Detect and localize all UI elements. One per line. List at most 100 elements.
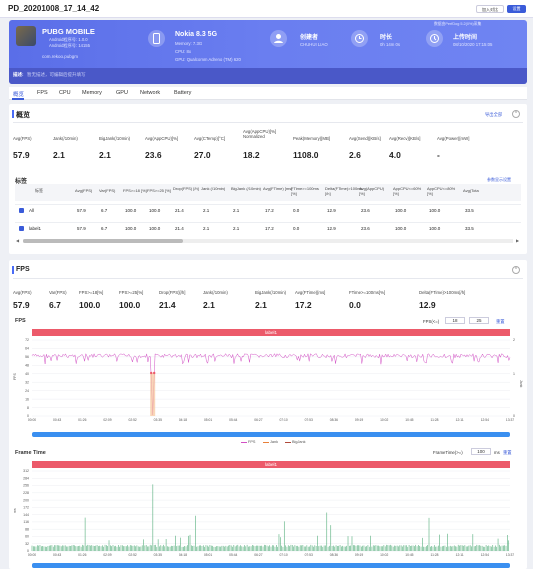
tab-memory[interactable]: Memory [82,90,102,96]
x-tick-label: 09:19 [355,553,363,557]
table-scroll-thumb[interactable] [23,239,183,243]
scroll-left-icon[interactable]: ◀ [16,238,20,243]
tab-gpu[interactable]: GPU [116,90,128,96]
y-tick-label: 144 [23,513,29,517]
x-tick-label: 13:37 [506,418,514,422]
legend-swatch [241,441,247,443]
y-tick-label: 8 [27,406,29,410]
section-marker [12,266,14,274]
scroll-right-icon[interactable]: ▶ [516,238,520,243]
x-tick-label: 12:11 [456,418,464,422]
y-tick-label: 200 [23,498,29,502]
fps-metric-label: Jank(/10min) [203,290,228,295]
device-cpu: CPU: 8x [175,49,191,54]
fps-metric-label: Delta(FTime)>100ms[/h] [419,290,466,295]
table-scrollbar[interactable] [23,239,513,243]
y-tick-label: 256 [23,484,29,488]
export-all-link[interactable]: 导出全部 [485,112,503,117]
fps-metric-label: FPS>=18[%] [79,290,104,295]
y-tick-label: 24 [25,389,29,393]
device-gpu: GPU: Qualcomm Adreno (TM) 620 [175,57,241,62]
frametime-chart: 312 284 256 228 200 172 144 116 88 60 32 0 ms 00:00 00… [13,469,514,557]
legend-swatch [263,441,269,443]
legend-swatch [285,441,291,443]
row-checkbox[interactable] [19,226,24,231]
device-memory: Memory: 7.3G [175,41,203,46]
legend-item[interactable]: Jank [263,440,278,444]
x-tick-label: 08:36 [330,553,338,557]
collapse-icon[interactable]: ⌃ [512,266,520,274]
fps-label-bar[interactable]: label1 [32,329,510,336]
y-right-tick-label: 2 [513,338,515,342]
table-cell: 12.9 [327,208,336,213]
fps-timeline-scroller[interactable] [32,432,510,437]
y-right-axis-title: Jank [519,380,523,388]
x-tick-label: 10:45 [405,553,413,557]
fps-filter-input-b[interactable]: 25 [469,317,489,324]
frametime-timeline-scroller[interactable] [32,563,510,568]
metric-label: Avg(AppCPU)[%] [145,136,179,141]
row-checkbox[interactable] [19,208,24,213]
tab-cpu[interactable]: CPU [59,90,71,96]
legend-item[interactable]: FPS [241,440,255,444]
user-icon [270,30,287,47]
page-title: PD_20201008_17_14_42 [8,4,100,13]
app-version: Android程序号: 1.0.0 [49,37,88,42]
frametime-unit: ms [494,450,500,455]
metric-value: 57.9 [13,150,30,160]
table-cell: 0.0 [293,208,300,213]
divider [13,122,523,123]
legend-item[interactable]: BigJank [285,440,306,444]
fps-series-line [31,352,511,415]
tab-overview[interactable]: 概览 [13,92,25,98]
table-cell: 33.5 [465,226,474,231]
history-icon [426,30,443,47]
x-tick-label: 12:54 [481,553,489,557]
table-cell: 100.0 [429,226,441,231]
fps-reset-link[interactable]: 重置 [496,319,505,324]
y-tick-label: 0 [27,549,29,553]
table-cell: 100.0 [395,208,407,213]
row-divider [15,222,521,223]
fps-metric-label: Drop(FPS)[/h] [159,290,186,295]
metric-value: 18.2 [243,150,260,160]
fps-metric-label: FTime>=100ms[%] [349,290,386,295]
remark-input[interactable]: 暂无描述，可编辑后提升填写 [27,72,86,77]
collapse-icon[interactable]: ⌃ [512,110,520,118]
fps-filter-input-a[interactable]: 18 [445,317,465,324]
duration-value: 0h 14m 0s [380,42,401,47]
metric-value: 2.6 [349,150,361,160]
legend-label: BigJank [292,440,306,444]
x-tick-label: 00:00 [28,553,36,557]
fps-metric-value: 57.9 [13,300,30,310]
x-tick-label: 01:26 [78,418,86,422]
settings-button[interactable]: 设置 [507,5,526,13]
tab-battery[interactable]: Battery [174,90,192,96]
frametime-label-bar[interactable]: label1 [32,461,510,468]
fps-metric-value: 12.9 [419,300,436,310]
creator-value: CHUHUI LIAO [300,42,328,47]
metric-label: Avg(AppCPU)[%] Normalized [243,129,277,139]
remark-bar: 描述: 暂无描述，可编辑后提升填写 [9,68,527,84]
tab-network[interactable]: Network [140,90,161,96]
param-settings-link[interactable]: 参数显示设置 [487,177,511,182]
x-tick-label: 12:54 [481,418,489,422]
y-tick-label: 228 [23,491,29,495]
fps-metric-label: FPS>=25[%] [119,290,144,295]
metric-value: 23.6 [145,150,162,160]
table-cell: 17.2 [265,208,274,213]
frametime-reset-link[interactable]: 重置 [503,450,512,455]
table-cell: 33.5 [465,208,474,213]
capture-notice: 数据由PerfDog 5.2(0%)采集 [434,22,482,26]
metric-value: 2.1 [99,150,111,160]
table-header-cell: Drop(FPS) [/h] [173,186,199,191]
table-header-cell: FPS>=18 [%] [123,188,147,193]
tab-fps[interactable]: FPS [37,90,48,96]
frametime-filter-input[interactable]: 100 [471,448,491,455]
legend-label: Jank [270,440,279,444]
fps-metric-label: BigJank(/10min) [255,290,287,295]
add-compare-button[interactable]: 加入对比 [476,5,504,13]
x-tick-label: 03:35 [154,553,162,557]
table-header-cell: Var(FPS) [99,188,116,193]
table-cell: 100.0 [125,208,137,213]
